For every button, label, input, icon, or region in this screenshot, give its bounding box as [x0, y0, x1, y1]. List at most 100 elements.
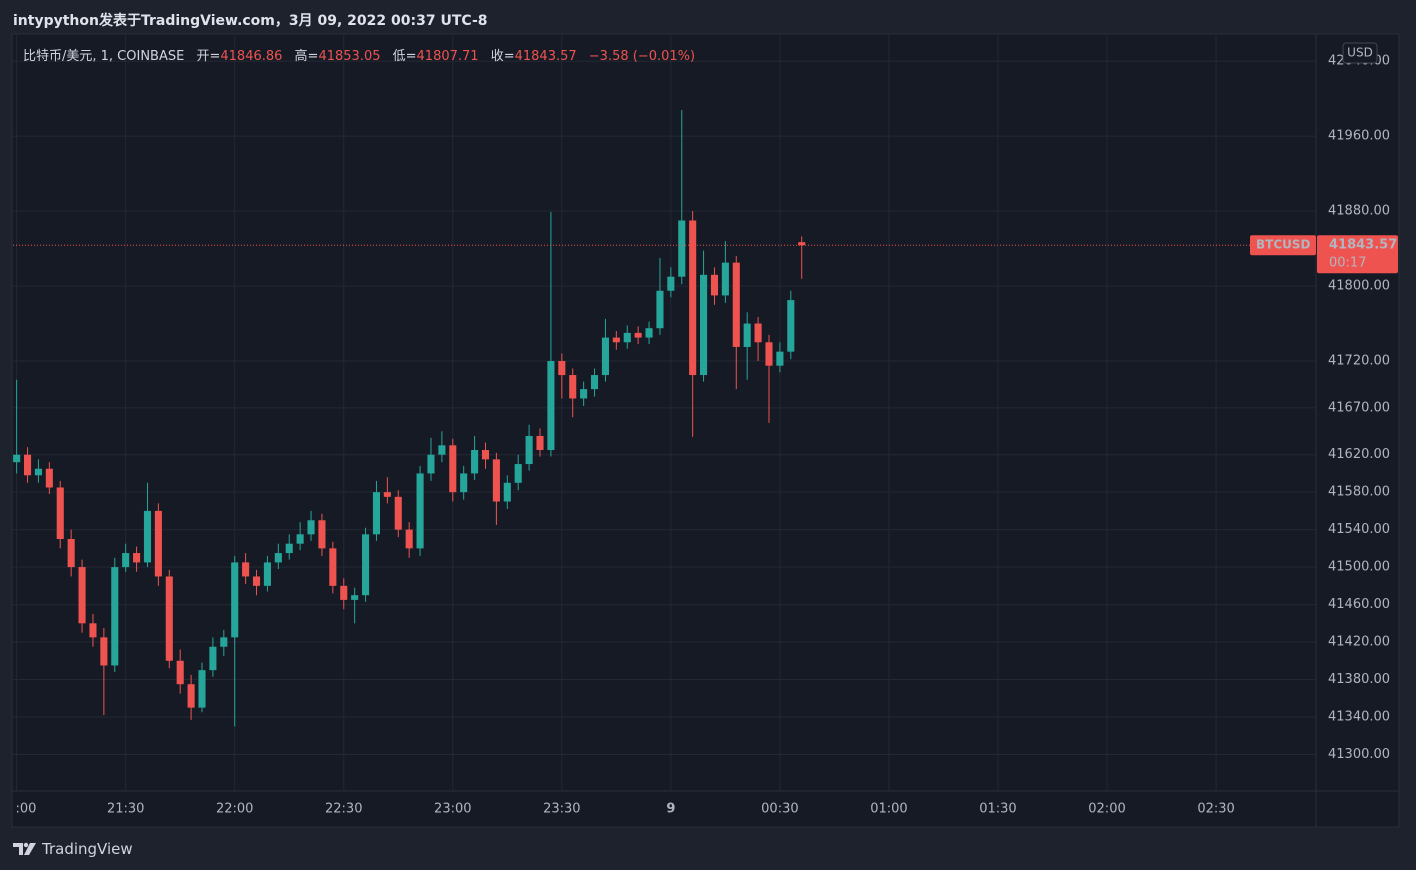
- candle-body: [285, 543, 293, 554]
- candle-body: [798, 242, 806, 246]
- x-tick-label: 22:00: [216, 802, 253, 817]
- candle-body: [13, 454, 21, 463]
- candle-body: [634, 332, 642, 338]
- candle-body: [471, 450, 479, 474]
- x-tick-label: 23:00: [434, 802, 471, 817]
- candle-body: [318, 520, 326, 549]
- chart-panel: [11, 33, 1400, 828]
- candle-body: [34, 468, 42, 476]
- x-tick-label: :00: [16, 802, 37, 817]
- candle-body: [198, 670, 206, 708]
- symbol: 比特币/美元, 1, COINBASE: [23, 49, 185, 64]
- candle-body: [710, 274, 719, 296]
- candle-body: [154, 510, 162, 577]
- currency-box: [1342, 42, 1378, 64]
- candle-body: [514, 464, 522, 483]
- y-tick-label: 41340.00: [1328, 709, 1390, 724]
- x-tick-label: 9: [666, 802, 675, 817]
- candle-body: [176, 660, 184, 685]
- y-tick-label: 41580.00: [1328, 485, 1390, 500]
- candle-body: [263, 562, 271, 586]
- candle-body: [536, 435, 544, 451]
- candle-body: [558, 361, 566, 376]
- candle-body: [383, 492, 391, 497]
- candle-body: [656, 290, 664, 329]
- x-tick-label: 02:00: [1088, 802, 1125, 817]
- high-value: 41853.05: [318, 49, 381, 64]
- brand: TradingView: [42, 840, 133, 858]
- candle-body: [743, 323, 751, 347]
- candle-body: [405, 529, 413, 549]
- y-tick-label: 41800.00: [1328, 279, 1390, 294]
- candle-body: [492, 459, 500, 502]
- low-value: 41807.71: [416, 49, 479, 64]
- candle-body: [580, 389, 588, 399]
- price-tag: 41843.57: [1329, 238, 1397, 253]
- candle-body: [503, 482, 511, 502]
- candle-body: [449, 445, 457, 493]
- candle-body: [45, 468, 53, 488]
- candle-body: [460, 473, 468, 493]
- y-tick-label: 41880.00: [1328, 204, 1390, 219]
- price-tag-box: [1317, 235, 1398, 274]
- candle-body: [394, 496, 402, 530]
- candle-body: [100, 637, 108, 666]
- grid: [13, 35, 1316, 791]
- candle-body: [340, 585, 348, 600]
- x-tick-label: 22:30: [325, 802, 362, 817]
- candle-body: [252, 576, 261, 586]
- candle-body: [623, 332, 631, 343]
- footer: TradingView: [12, 838, 133, 860]
- close-value: 41843.57: [514, 49, 577, 64]
- candle-body: [78, 567, 86, 624]
- candle-body: [601, 337, 609, 376]
- candle-body: [231, 562, 239, 638]
- candle-body: [732, 262, 740, 347]
- candle-body: [329, 548, 337, 586]
- candle-body: [56, 487, 64, 539]
- candle-body: [351, 595, 359, 600]
- countdown: 00:17: [1329, 256, 1366, 271]
- candle-body: [165, 576, 173, 661]
- candle-body: [372, 492, 381, 535]
- y-tick-label: 41380.00: [1328, 672, 1390, 687]
- y-tick-label: 41620.00: [1328, 447, 1390, 462]
- candle-body: [362, 534, 370, 596]
- candle-body: [776, 351, 784, 366]
- legend: 比特币/美元, 1, COINBASE 开=41846.86 高=41853.0…: [23, 45, 695, 64]
- candle-body: [525, 435, 533, 465]
- candle-body: [416, 473, 424, 549]
- candle-body: [590, 375, 599, 390]
- candle-body: [645, 328, 653, 338]
- chart-title: intypython发表于TradingView.com，3月 09, 2022…: [13, 13, 488, 29]
- candle-body: [612, 337, 620, 343]
- candle-body: [67, 539, 75, 568]
- y-tick-label: 41300.00: [1328, 747, 1390, 762]
- candle-body: [89, 623, 97, 638]
- y-tick-label: 41960.00: [1328, 129, 1390, 144]
- candle-body: [678, 220, 686, 277]
- candle-body: [569, 375, 577, 399]
- axes: 42040.0041960.0041880.0041800.0041720.00…: [16, 42, 1398, 817]
- candle-body: [438, 445, 446, 455]
- candle-body: [700, 274, 708, 376]
- x-tick-label: 02:30: [1197, 802, 1234, 817]
- candle-body: [187, 684, 195, 708]
- x-tick-label: 01:00: [870, 802, 907, 817]
- high-label: 高=: [294, 49, 319, 64]
- candle-body: [307, 520, 315, 535]
- candle-body: [787, 300, 795, 352]
- x-tick-label: 00:30: [761, 802, 798, 817]
- y-tick-label: 41500.00: [1328, 560, 1390, 575]
- candle-body: [667, 276, 675, 291]
- candle-body: [547, 361, 555, 451]
- low-label: 低=: [392, 49, 417, 64]
- x-tick-label: 21:30: [107, 802, 144, 817]
- x-tick-label: 01:30: [979, 802, 1016, 817]
- candle-body: [220, 637, 228, 647]
- candle-body: [209, 646, 217, 671]
- candle-body: [721, 262, 729, 296]
- candle-body: [111, 567, 119, 666]
- candle-body: [122, 553, 130, 568]
